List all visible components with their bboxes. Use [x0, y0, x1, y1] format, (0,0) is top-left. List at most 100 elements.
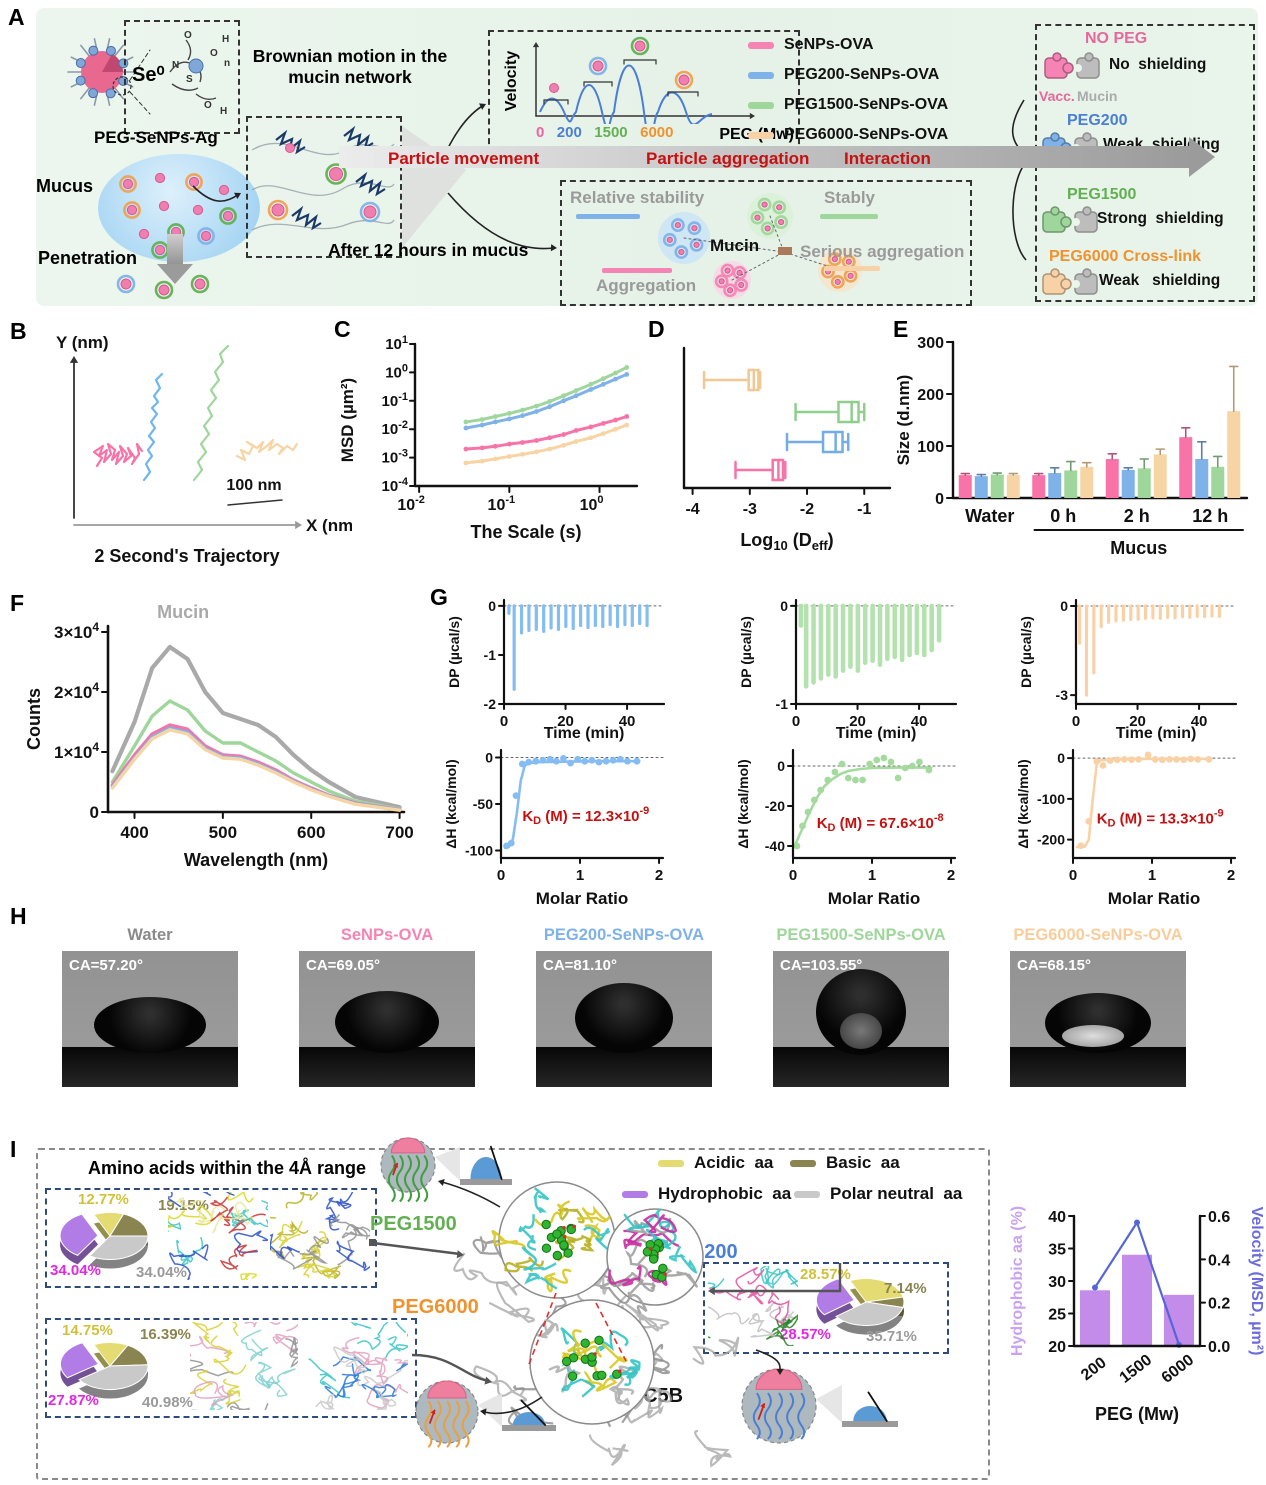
svg-text:12 h: 12 h	[1192, 506, 1228, 526]
panel-letter-i: I	[10, 1136, 17, 1162]
svg-text:ΔH (kcal/mol): ΔH (kcal/mol)	[1015, 759, 1031, 848]
svg-text:Y (nm): Y (nm)	[56, 333, 109, 352]
svg-text:-2: -2	[484, 696, 497, 712]
peg1500-droplet-image: CA=103.55°	[773, 951, 949, 1087]
brownian-title: Brownian motion in the mucin network	[252, 46, 448, 87]
chart-fluorescence: 0 1×104 2×104 3×104 400 500 600 700 Mucin Wavelen…	[20, 600, 428, 900]
peg200-ca-value: CA=81.10°	[543, 957, 617, 974]
contact-angle-peg1500: PEG1500-SeNPs-OVA CA=103.55°	[741, 926, 981, 1087]
svg-text:600: 600	[297, 823, 325, 842]
svg-text:0: 0	[1072, 713, 1080, 730]
legend-acidic: Acidic aa	[658, 1153, 773, 1173]
stably-label: Stably	[824, 188, 876, 207]
svg-text:700: 700	[385, 823, 413, 842]
peg6000-pointer-label: PEG6000	[392, 1296, 479, 1318]
svg-text:100: 100	[917, 439, 944, 456]
svg-text:KD (M) = 67.6×10-8: KD (M) = 67.6×10-8	[817, 812, 944, 834]
water-droplet-image: CA=57.20°	[62, 951, 238, 1087]
droplet-reflection	[1062, 1025, 1124, 1047]
pie200-polar-pct: 35.71%	[866, 1328, 917, 1345]
svg-text:100 nm: 100 nm	[226, 477, 281, 494]
baseline	[1010, 1047, 1186, 1087]
shielding-box: NO PEG No shielding Vacc. Mucin PEG200 W…	[1035, 24, 1255, 302]
no-shielding-result: No shielding	[1109, 56, 1207, 73]
svg-text:0: 0	[1060, 598, 1068, 614]
stability-box: Relative stability Stably Mucin Serious …	[560, 180, 972, 306]
svg-text:Size (d.nm): Size (d.nm)	[894, 375, 913, 466]
svg-text:200: 200	[1078, 1354, 1110, 1384]
svg-text:10-2: 10-2	[382, 419, 408, 438]
vacc-label: Vacc.	[1039, 88, 1075, 104]
legend-item-peg1500: PEG1500-SeNPs-OVA	[748, 96, 948, 114]
svg-text:-100: -100	[465, 843, 493, 859]
panel-letter-b: B	[10, 318, 27, 344]
chart-itc3-dh: 0 -100 -200 0 1 2 KD (M) = 13.3×10-9 ΔH (kcal/m…	[1015, 740, 1257, 912]
svg-text:KD (M) = 12.3×10-9: KD (M) = 12.3×10-9	[522, 805, 649, 827]
svg-text:30: 30	[1048, 1274, 1066, 1291]
svg-text:S: S	[186, 74, 193, 85]
peg200-pointer-label: PEG200	[662, 1241, 738, 1263]
svg-text:KD (M) = 13.3×10-9: KD (M) = 13.3×10-9	[1097, 807, 1224, 829]
svg-text:O: O	[210, 48, 218, 59]
svg-text:40: 40	[619, 713, 636, 730]
svg-text:500: 500	[209, 823, 237, 842]
panel-i-docking-box	[36, 1148, 990, 1480]
svg-text:40: 40	[911, 713, 928, 730]
senps-droplet-image: CA=69.05°	[299, 951, 475, 1087]
droplet-reflection	[840, 1013, 882, 1049]
svg-text:0: 0	[488, 598, 496, 614]
svg-text:10-3: 10-3	[382, 448, 408, 467]
nanoparticle-icon	[67, 38, 151, 115]
panel-letter-c: C	[334, 316, 351, 342]
pie200-acidic-pct: 28.57%	[800, 1266, 851, 1283]
protein-render-3	[190, 1322, 298, 1410]
particle-movement-label: Particle movement	[388, 149, 540, 168]
legend-hydrophobic: Hydrophobic aa	[622, 1184, 791, 1204]
svg-text:-2: -2	[800, 501, 814, 518]
svg-text:0: 0	[1057, 750, 1065, 766]
chart-itc1-dh: 0 -50 -100 0 1 2 KD (M) = 12.3×10-9 ΔH (kcal/mo…	[443, 740, 685, 912]
senps-droplet	[335, 991, 439, 1053]
penetration-arrow-head	[157, 264, 193, 284]
muc5b-label: MUC5B	[612, 1385, 684, 1407]
svg-text:-1: -1	[776, 696, 789, 712]
penetrated-particles	[116, 274, 210, 300]
svg-text:0.6: 0.6	[1208, 1209, 1230, 1226]
svg-text:X (nm): X (nm)	[306, 516, 352, 535]
peg200-label: PEG200-SeNPs-OVA	[784, 66, 940, 83]
svg-text:O: O	[184, 30, 192, 41]
svg-text:N: N	[172, 60, 179, 71]
after-12h-label: After 12 hours in mucus	[328, 240, 529, 260]
particles-in-mucus	[119, 172, 237, 259]
peg200-title: PEG200-SeNPs-OVA	[543, 926, 705, 944]
legend-item-peg6000: PEG6000-SeNPs-OVA	[748, 126, 948, 144]
weak-shielding-result-2: Weak shielding	[1099, 272, 1221, 289]
senps-label: SeNPs-OVA	[784, 36, 874, 53]
aggregation-underline	[602, 268, 672, 273]
svg-text:Mucin: Mucin	[157, 602, 209, 622]
svg-text:0: 0	[780, 598, 788, 614]
basic-label: Basic aa	[826, 1153, 900, 1172]
svg-text:10-1: 10-1	[382, 391, 408, 410]
svg-text:Time (min): Time (min)	[544, 725, 625, 742]
peg6000-title: PEG6000 Cross-link	[1049, 248, 1202, 265]
senps-title: SeNPs-OVA	[340, 926, 434, 944]
peg1500-aa-box	[45, 1188, 377, 1288]
svg-text:Water: Water	[965, 506, 1014, 526]
pie6000-acidic-pct: 14.75%	[62, 1322, 113, 1339]
svg-text:10-1: 10-1	[488, 494, 516, 514]
svg-text:0: 0	[500, 713, 508, 730]
chart-itc2-dp: 0 -1 0 20 40 DP (µcal/s) Time (min)	[738, 590, 970, 742]
svg-text:0 h: 0 h	[1050, 506, 1076, 526]
svg-text:20: 20	[557, 713, 574, 730]
svg-text:20: 20	[849, 713, 866, 730]
svg-text:Velocity (MSD, µm²): Velocity (MSD, µm²)	[1248, 1207, 1265, 1356]
peg200-droplet-image: CA=81.10°	[536, 951, 712, 1087]
panel-letter-d: D	[648, 316, 665, 342]
polar-swatch	[794, 1190, 820, 1198]
svg-text:6000: 6000	[1159, 1351, 1198, 1386]
svg-text:H: H	[222, 34, 229, 45]
pie6000-hydrophobic-pct: 27.87%	[48, 1392, 99, 1409]
